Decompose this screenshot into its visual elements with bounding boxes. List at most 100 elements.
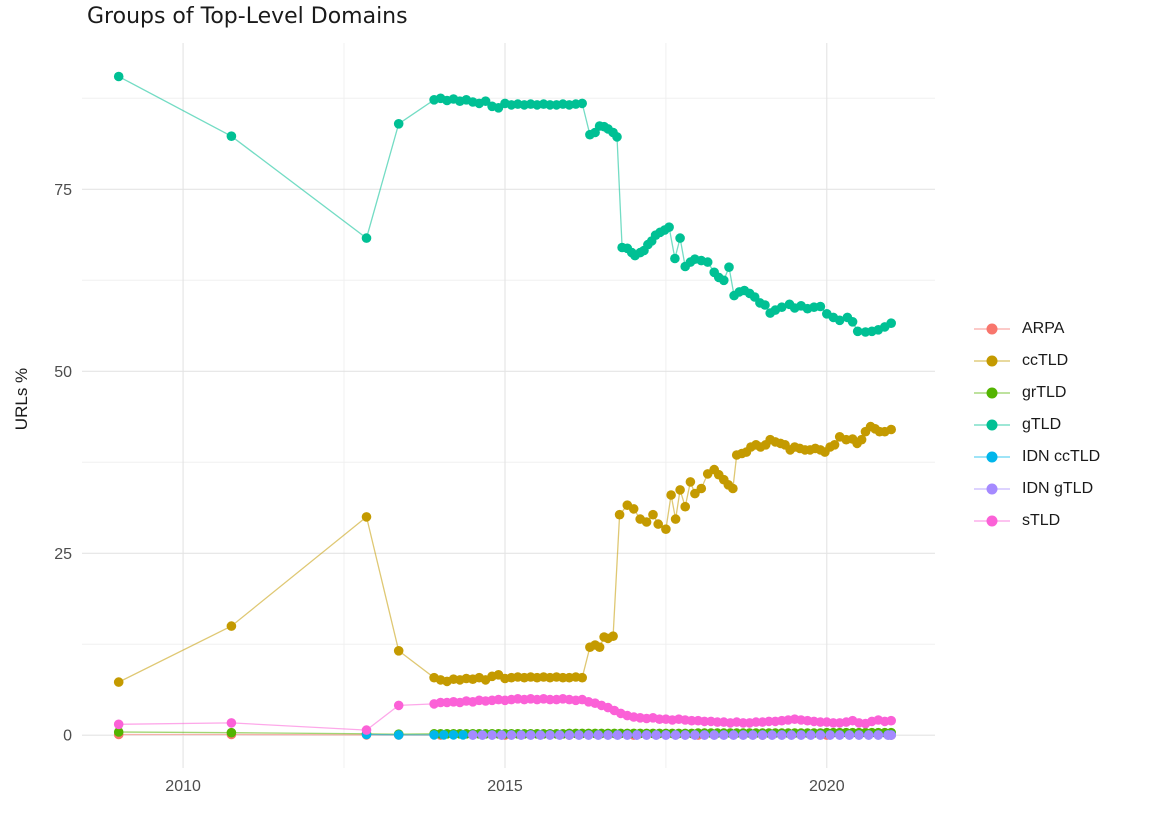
data-point — [854, 730, 864, 740]
legend-key-icon — [974, 323, 1010, 335]
data-point — [786, 730, 797, 740]
data-point — [685, 477, 696, 487]
data-point — [226, 621, 237, 631]
data-point — [439, 730, 449, 740]
data-point — [670, 514, 681, 524]
data-point — [361, 725, 372, 735]
data-point — [393, 730, 404, 740]
data-point — [728, 483, 738, 494]
data-point — [777, 302, 787, 313]
legend-key-icon — [974, 419, 1010, 431]
data-point — [651, 730, 661, 740]
x-tick-label: 2020 — [809, 778, 845, 795]
data-point — [670, 253, 680, 264]
data-point — [796, 730, 806, 740]
data-point — [699, 730, 710, 740]
y-tick-label: 25 — [54, 546, 72, 563]
data-point — [767, 730, 777, 740]
data-point — [226, 131, 237, 141]
data-point — [361, 512, 372, 522]
data-point — [702, 257, 713, 267]
data-point — [113, 677, 124, 687]
data-point — [458, 730, 468, 740]
data-point — [545, 730, 555, 740]
legend-item-idn-gtld: IDN gTLD — [972, 478, 1100, 500]
data-point — [825, 730, 835, 740]
data-point — [844, 730, 855, 740]
data-point — [709, 730, 719, 740]
data-point — [666, 490, 676, 500]
data-point — [496, 730, 507, 740]
data-point — [886, 318, 896, 329]
data-point — [525, 730, 536, 740]
data-point — [757, 730, 768, 740]
data-point — [477, 730, 488, 740]
data-point — [680, 501, 690, 512]
data-point — [554, 730, 565, 740]
data-point — [760, 300, 770, 310]
legend-label: IDN gTLD — [1022, 480, 1094, 497]
legend-item-stld: sTLD — [972, 510, 1100, 532]
data-point — [612, 730, 623, 740]
y-tick-label: 50 — [54, 364, 72, 381]
x-tick-label: 2015 — [487, 778, 523, 795]
data-point — [696, 483, 707, 494]
data-point — [628, 504, 639, 514]
data-point — [226, 718, 237, 728]
legend-item-cctld: ccTLD — [972, 350, 1100, 372]
data-point — [608, 631, 618, 641]
data-point — [806, 730, 816, 740]
data-point — [448, 730, 459, 740]
legend-label: ARPA — [1022, 320, 1065, 337]
data-point — [113, 71, 124, 82]
data-point — [670, 730, 681, 740]
data-point — [847, 317, 858, 327]
legend-label: IDN ccTLD — [1022, 448, 1101, 465]
data-point — [873, 730, 884, 740]
data-point — [863, 730, 874, 740]
data-point — [594, 642, 605, 652]
data-point — [480, 96, 491, 106]
data-point — [728, 730, 739, 740]
data-point — [886, 730, 896, 740]
data-point — [680, 730, 690, 740]
data-point — [468, 730, 478, 740]
data-point — [113, 719, 124, 730]
legend-key-icon — [974, 451, 1010, 463]
data-point — [886, 424, 896, 435]
legend-key-icon — [974, 387, 1010, 399]
data-point — [612, 132, 622, 142]
y-tick-label: 75 — [54, 182, 72, 199]
legend-label: gTLD — [1022, 416, 1062, 433]
data-point — [719, 275, 729, 286]
data-point — [226, 727, 237, 738]
data-point — [661, 524, 671, 534]
data-point — [675, 233, 685, 243]
data-point — [593, 730, 604, 740]
legend-item-grtld: grTLD — [972, 382, 1100, 404]
data-point — [614, 509, 625, 520]
data-point — [577, 672, 587, 683]
data-point — [393, 646, 404, 656]
data-point — [564, 730, 575, 740]
data-point — [856, 434, 867, 445]
legend-key-icon — [974, 515, 1010, 527]
data-point — [675, 485, 685, 495]
data-point — [535, 730, 546, 740]
data-point — [622, 730, 633, 740]
chart-title: Groups of Top-Level Domains — [87, 4, 408, 29]
data-point — [577, 98, 587, 109]
legend-key-icon — [974, 483, 1010, 495]
data-point — [724, 262, 734, 273]
data-point — [603, 730, 613, 740]
x-tick-label: 2010 — [165, 778, 201, 795]
data-point — [429, 730, 439, 740]
data-point — [815, 301, 826, 312]
data-point — [574, 730, 584, 740]
data-point — [777, 730, 787, 740]
legend-label: grTLD — [1022, 384, 1067, 401]
data-point — [886, 715, 896, 726]
data-point — [719, 730, 729, 740]
